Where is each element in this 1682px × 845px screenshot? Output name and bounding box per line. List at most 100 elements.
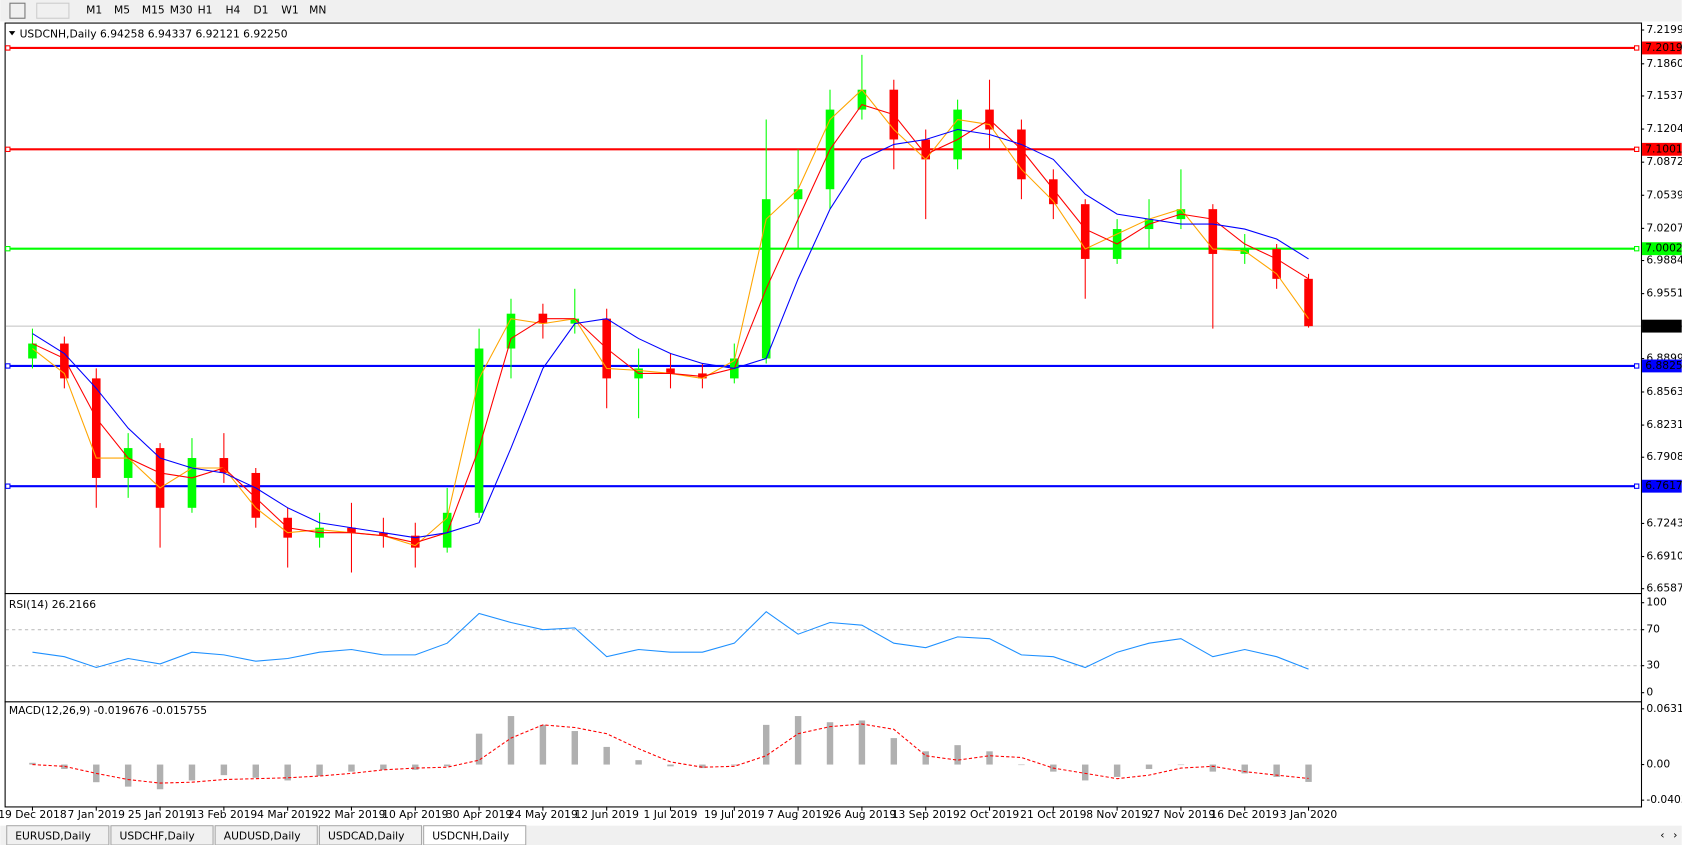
histogram-bar xyxy=(348,764,355,772)
level-label-box xyxy=(1642,359,1682,373)
y-tick-label: 0 xyxy=(1646,686,1653,699)
tool-icon[interactable] xyxy=(36,2,70,19)
scroll-right[interactable]: › xyxy=(1673,828,1677,841)
moving-average xyxy=(32,128,1309,539)
collapse-icon[interactable] xyxy=(8,31,16,36)
histogram-bar xyxy=(954,745,961,765)
y-tick-label: 7.15370 xyxy=(1646,89,1682,102)
tab[interactable] xyxy=(214,825,318,845)
y-tick-label: 6.79080 xyxy=(1646,450,1682,463)
candle-body xyxy=(1208,209,1218,254)
timeframe-button[interactable]: MN xyxy=(309,4,326,17)
candle-body xyxy=(123,448,133,478)
y-tick-label: -0.04035 xyxy=(1646,793,1682,806)
level-handle[interactable] xyxy=(5,246,11,252)
histogram-bar xyxy=(1273,764,1280,777)
level-label: 7.10011 xyxy=(1645,142,1682,155)
timeframe-button[interactable]: D1 xyxy=(253,4,268,17)
timeframe-button[interactable]: H1 xyxy=(198,4,213,17)
x-tick-label: 16 Dec 2019 xyxy=(1210,808,1279,821)
candle-body xyxy=(219,458,229,473)
candle-body xyxy=(410,535,420,548)
level-label-box xyxy=(1642,142,1682,156)
timeframe-button[interactable]: M1 xyxy=(86,4,102,17)
histogram-bar xyxy=(922,751,929,765)
tab[interactable] xyxy=(110,825,214,845)
candle-body xyxy=(379,532,388,536)
histogram-bar xyxy=(1145,764,1153,769)
timeframe-button[interactable]: W1 xyxy=(281,4,298,17)
level-handle[interactable] xyxy=(1633,483,1640,489)
level-handle[interactable] xyxy=(1633,45,1640,51)
tab-label[interactable]: AUDUSD,Daily xyxy=(224,829,302,842)
candle-body xyxy=(474,348,484,513)
histogram-bar xyxy=(412,764,419,770)
candle-body xyxy=(91,378,101,478)
candle-body xyxy=(251,472,261,518)
y-tick-label: 70 xyxy=(1646,623,1660,636)
timeframe-button[interactable]: M5 xyxy=(114,4,130,17)
x-tick-label: 7 Jan 2019 xyxy=(68,808,126,821)
level-handle[interactable] xyxy=(5,363,11,369)
histogram-bar xyxy=(316,764,323,777)
candle-body xyxy=(570,318,580,324)
timeframe-button[interactable]: M30 xyxy=(170,4,193,17)
level-handle[interactable] xyxy=(5,483,11,489)
scroll-left[interactable]: ‹ xyxy=(1660,828,1664,841)
histogram-bar xyxy=(986,751,993,765)
histogram-bar xyxy=(762,724,770,765)
timeframe-button[interactable]: M15 xyxy=(142,4,165,17)
indicator-title: RSI(14) 26.2166 xyxy=(9,598,96,611)
x-tick-label: 13 Feb 2019 xyxy=(191,808,258,821)
x-tick-label: 19 Jul 2019 xyxy=(704,808,765,821)
histogram-bar xyxy=(571,731,579,765)
tab[interactable] xyxy=(423,825,527,845)
indicator-line xyxy=(32,611,1309,670)
tab-label[interactable]: USDCAD,Daily xyxy=(328,829,405,842)
x-tick-label: 27 Nov 2019 xyxy=(1147,808,1216,821)
candle-body xyxy=(761,199,771,359)
histogram-bar xyxy=(1209,764,1217,772)
candle-body xyxy=(793,189,803,200)
y-tick-label: 7.02070 xyxy=(1646,221,1682,234)
chart-frame xyxy=(4,22,1643,808)
tab[interactable] xyxy=(318,825,423,845)
level-handle[interactable] xyxy=(1633,363,1640,369)
candle-body xyxy=(1272,248,1281,279)
level-handle[interactable] xyxy=(1633,146,1640,152)
x-tick-label: 25 Jan 2019 xyxy=(128,808,192,821)
histogram-bar xyxy=(667,764,674,767)
histogram-bar xyxy=(635,760,642,765)
candle-body xyxy=(1080,204,1090,259)
level-label-box xyxy=(1642,242,1682,256)
y-tick-label: 7.18600 xyxy=(1646,57,1682,70)
x-tick-label: 7 Aug 2019 xyxy=(767,808,829,821)
timeframe-button[interactable]: H4 xyxy=(225,4,240,17)
y-tick-label: 6.72430 xyxy=(1646,516,1682,529)
x-tick-label: 3 Jan 2020 xyxy=(1280,808,1338,821)
tab-label[interactable]: EURUSD,Daily xyxy=(15,829,91,842)
tab-label[interactable]: USDCHF,Daily xyxy=(120,829,196,842)
x-tick-label: 24 May 2019 xyxy=(508,808,578,821)
level-label: 7.00029 xyxy=(1645,242,1682,255)
level-handle[interactable] xyxy=(5,146,11,152)
histogram-bar xyxy=(443,764,451,767)
tab-label[interactable]: USDCNH,Daily xyxy=(432,829,510,842)
level-handle[interactable] xyxy=(5,45,11,51)
histogram-bar xyxy=(380,764,387,770)
histogram-bar xyxy=(29,762,36,765)
x-tick-label: 10 Apr 2019 xyxy=(382,808,448,821)
candle-body xyxy=(857,89,867,110)
tab[interactable] xyxy=(6,825,110,845)
histogram-bar xyxy=(1241,764,1248,774)
x-tick-label: 1 Jul 2019 xyxy=(644,808,698,821)
histogram-bar xyxy=(61,764,68,769)
histogram-bar xyxy=(794,716,802,765)
level-handle[interactable] xyxy=(1633,246,1640,252)
y-tick-label: 6.69105 xyxy=(1646,550,1682,563)
histogram-bar xyxy=(507,716,515,765)
x-tick-label: 2 Oct 2019 xyxy=(960,808,1020,821)
tool-icon[interactable] xyxy=(9,2,26,19)
x-tick-label: 12 Jun 2019 xyxy=(574,808,639,821)
